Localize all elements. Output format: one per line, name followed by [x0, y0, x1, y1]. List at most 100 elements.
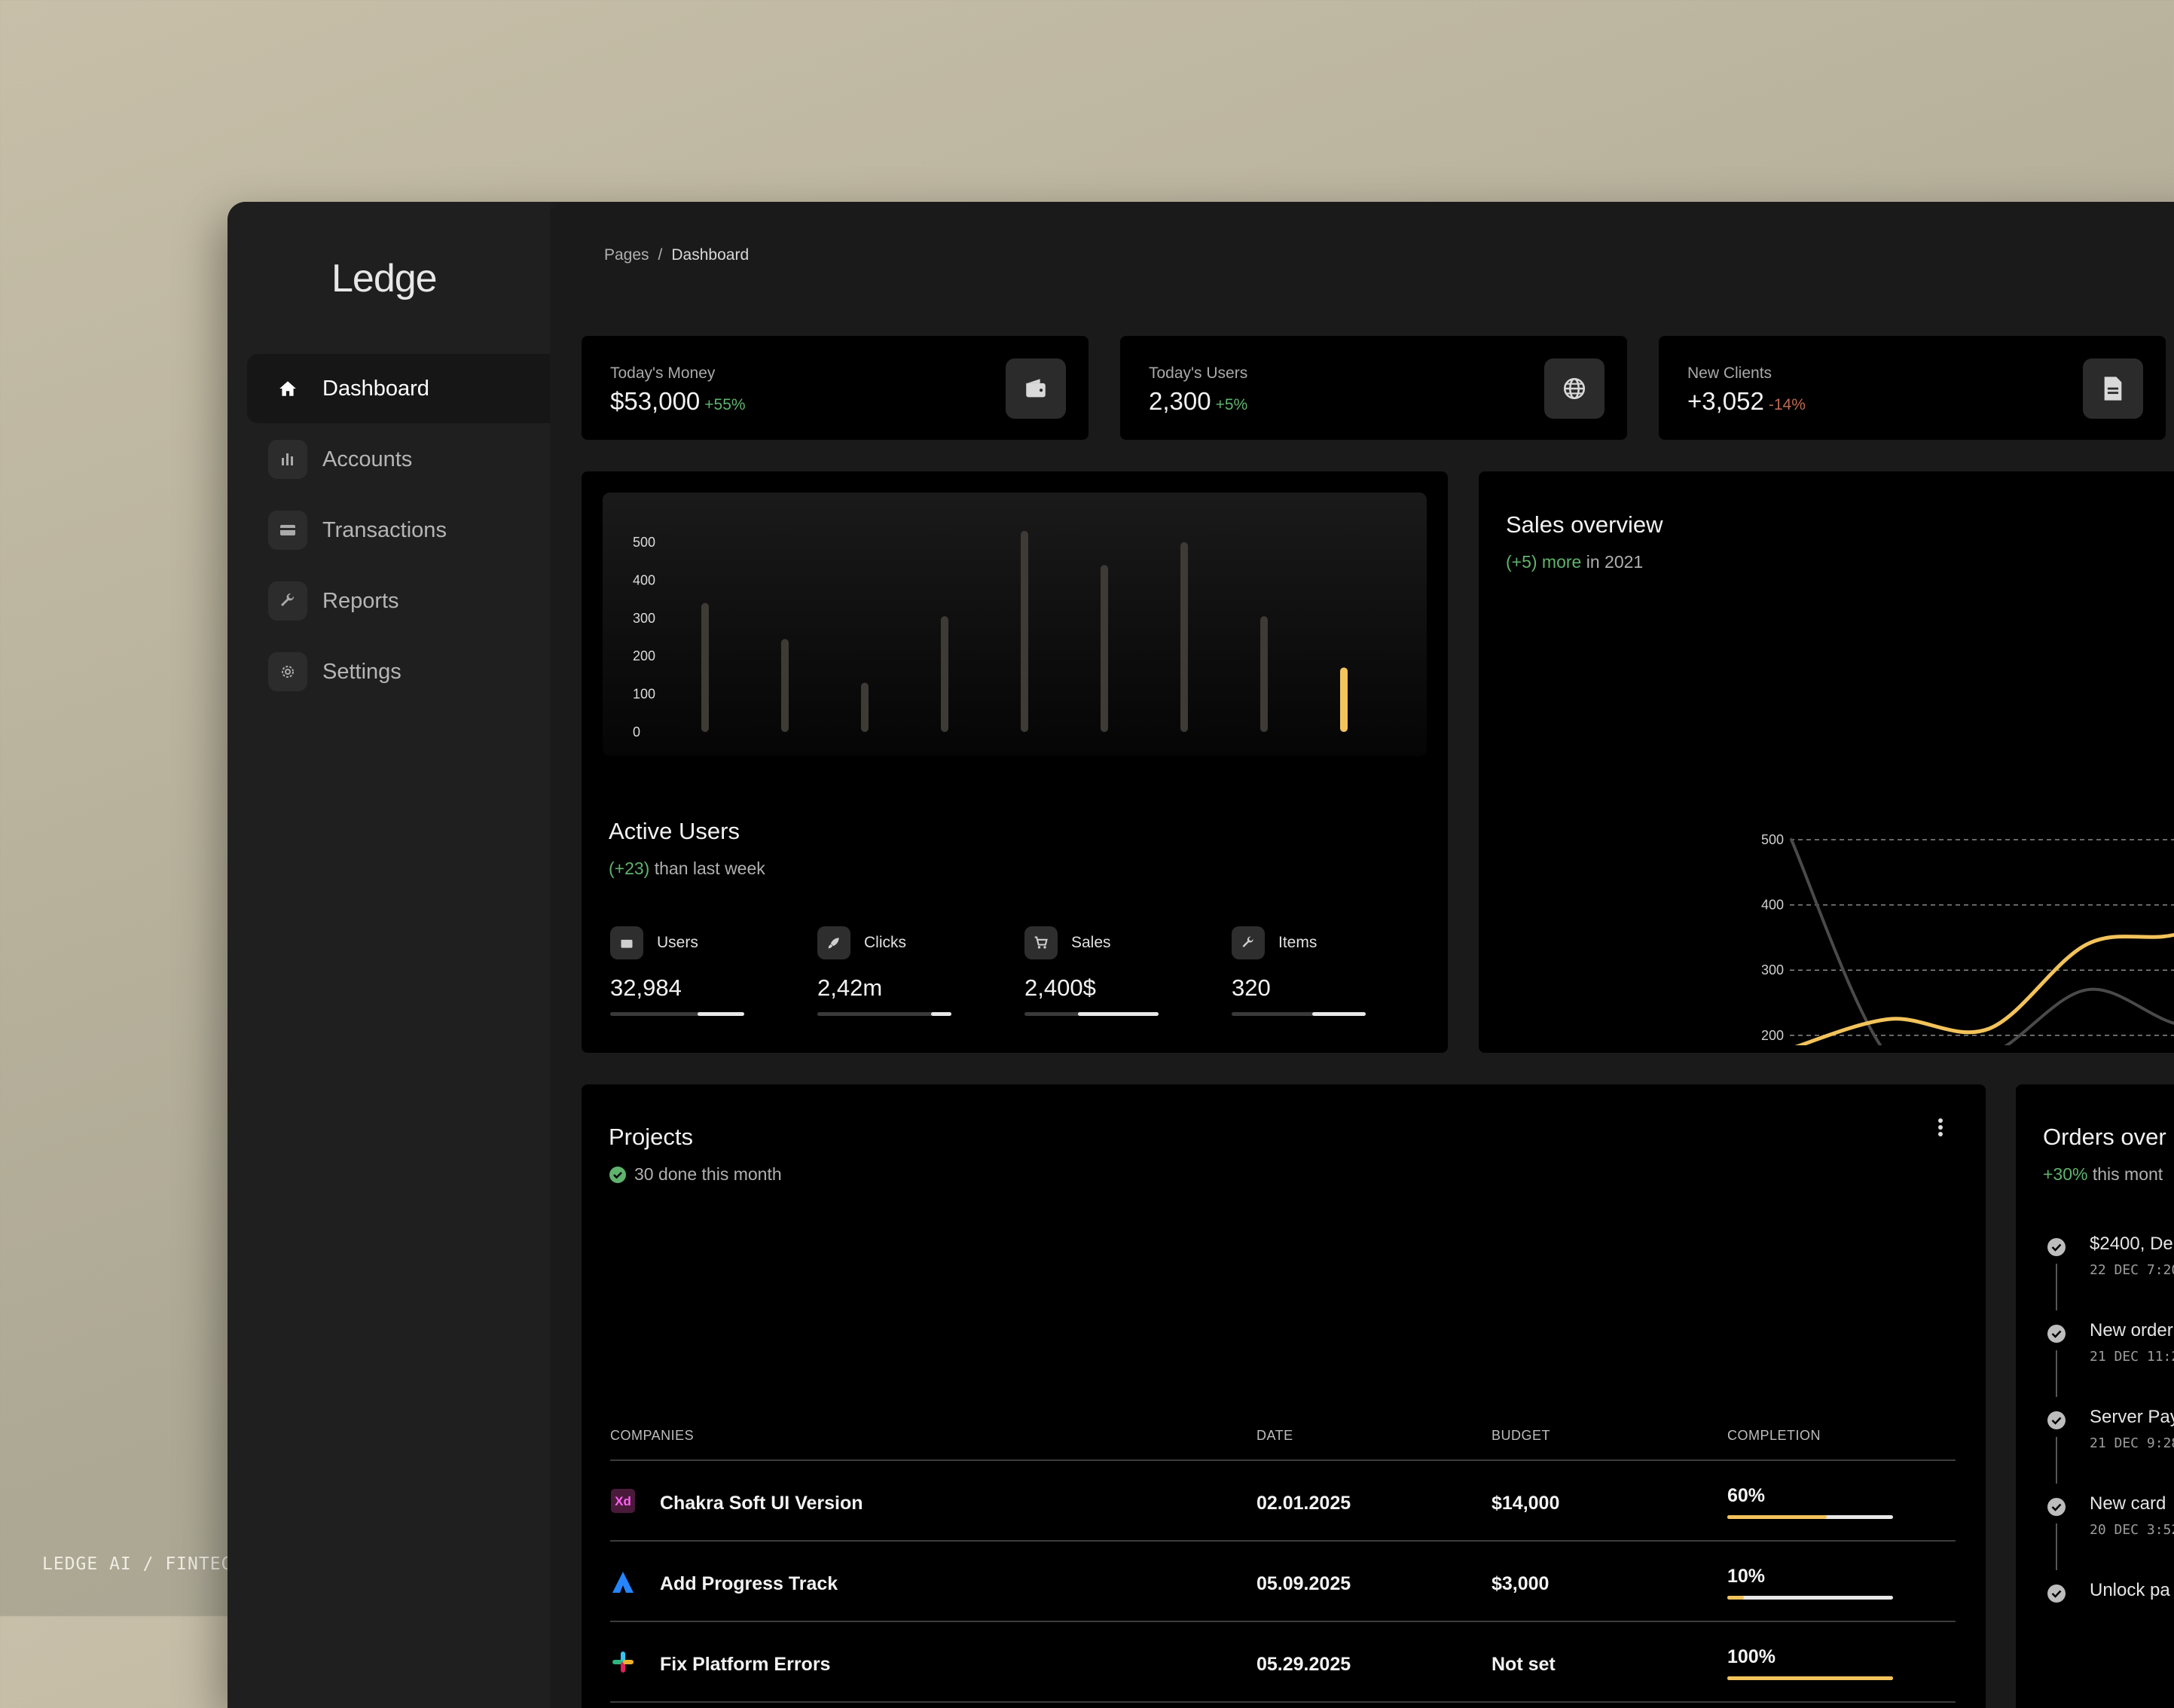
- bar-chart-icon: [268, 440, 307, 479]
- projects-subtitle: 30 done this month: [609, 1164, 782, 1185]
- home-icon: [268, 369, 307, 408]
- check-circle-icon: [2047, 1325, 2066, 1343]
- metric-items: Items 320: [1232, 926, 1367, 1016]
- check-circle-icon: [2047, 1498, 2066, 1516]
- bar: [781, 639, 789, 732]
- timeline-date: 21 DEC 9:28: [2090, 1435, 2174, 1451]
- metric-label: Clicks: [864, 934, 906, 951]
- timeline-connector: [2056, 1437, 2057, 1484]
- y-tick-label: 300: [1761, 962, 1784, 978]
- completion-value: 10%: [1727, 1566, 1766, 1587]
- column-header-date[interactable]: DATE: [1256, 1428, 1293, 1443]
- project-date: 05.29.2025: [1256, 1654, 1351, 1675]
- svg-text:Xd: Xd: [615, 1494, 631, 1508]
- company-name: Fix Platform Errors: [660, 1654, 831, 1675]
- column-header-budget[interactable]: BUDGET: [1492, 1428, 1551, 1443]
- sidebar-item-label: Accounts: [322, 447, 413, 471]
- progress-fill: [1727, 1676, 1893, 1680]
- progress-fill: [1727, 1596, 1744, 1600]
- series-line: [1790, 838, 2174, 1045]
- series-line: [1794, 932, 2174, 1045]
- project-budget: Not set: [1492, 1654, 1556, 1675]
- bar: [1340, 667, 1348, 732]
- stat-value: $53,000 +55%: [610, 387, 746, 415]
- project-date: 05.09.2025: [1256, 1573, 1351, 1594]
- sidebar-item-accounts[interactable]: Accounts: [247, 425, 550, 494]
- breadcrumb-current: Dashboard: [671, 246, 750, 264]
- xd-logo-icon: Xd: [610, 1488, 636, 1514]
- timeline-text: New card: [2090, 1493, 2166, 1514]
- timeline-connector: [2056, 1350, 2057, 1397]
- table-row[interactable]: Xd Chakra Soft UI Version 02.01.2025 $14,00…: [610, 1459, 1956, 1542]
- check-circle-icon: [2047, 1411, 2066, 1429]
- stat-card-clients: New Clients +3,052 -14%: [1659, 336, 2166, 440]
- slack-logo-icon: [610, 1649, 636, 1675]
- check-circle-icon: [609, 1166, 626, 1183]
- sidebar-item-dashboard[interactable]: Dashboard: [247, 354, 550, 423]
- app-logo: Ledge: [331, 257, 438, 300]
- completion-progress-bar: [1727, 1676, 1893, 1680]
- metric-value: 32,984: [610, 974, 682, 1001]
- table-row[interactable]: Fix Platform Errors 05.29.2025 Not set 100%: [610, 1621, 1956, 1703]
- breadcrumb-parent[interactable]: Pages: [604, 246, 649, 264]
- bar: [1260, 616, 1268, 732]
- sidebar-item-settings[interactable]: Settings: [247, 637, 550, 706]
- bar: [701, 602, 709, 732]
- y-tick-label: 400: [633, 572, 655, 587]
- check-circle-icon: [2047, 1584, 2066, 1603]
- timeline-text: Server Pay: [2090, 1407, 2174, 1427]
- credit-card-icon: [268, 511, 307, 550]
- project-date: 02.01.2025: [1256, 1493, 1351, 1514]
- sidebar-item-label: Settings: [322, 659, 402, 684]
- stat-label: Today's Users: [1149, 364, 1248, 382]
- sidebar: Ledge Dashboard Accounts Transactions Re…: [227, 202, 550, 1708]
- completion-value: 100%: [1727, 1646, 1776, 1667]
- app-window: Ledge Dashboard Accounts Transactions Re…: [227, 202, 2174, 1708]
- stat-change: +5%: [1215, 396, 1248, 413]
- company-name: Chakra Soft UI Version: [660, 1493, 863, 1514]
- y-tick-label: 500: [633, 535, 655, 550]
- column-header-completion[interactable]: COMPLETION: [1727, 1428, 1821, 1443]
- completion-progress-bar: [1727, 1515, 1893, 1519]
- bar: [1021, 530, 1028, 732]
- sidebar-item-reports[interactable]: Reports: [247, 566, 550, 636]
- sales-overview-card: [1479, 471, 2174, 1053]
- timeline-item[interactable]: Server Pay 21 DEC 9:28: [2090, 1407, 2174, 1451]
- y-tick-label: 100: [633, 687, 655, 702]
- active-users-title: Active Users: [609, 818, 740, 844]
- metric-clicks: Clicks 2,42m: [817, 926, 953, 1016]
- timeline-date: 21 DEC 11:2: [2090, 1349, 2174, 1365]
- timeline-item[interactable]: New card 20 DEC 3:52: [2090, 1493, 2174, 1538]
- metric-users: Users 32,984: [610, 926, 746, 1016]
- timeline-text: Unlock pa: [2090, 1580, 2170, 1600]
- table-row[interactable]: Launch our Mobile App06.01.2025$32,00010…: [610, 1701, 1956, 1708]
- metric-label: Users: [657, 934, 698, 951]
- globe-icon: [1544, 358, 1605, 419]
- timeline-date: 22 DEC 7:20: [2090, 1262, 2174, 1278]
- gear-icon: [268, 652, 307, 691]
- timeline-item[interactable]: New order 21 DEC 11:2: [2090, 1320, 2174, 1365]
- company-name: Add Progress Track: [660, 1573, 838, 1594]
- sales-overview-subtitle: (+5) more in 2021: [1506, 552, 1644, 572]
- cart-icon: [1024, 926, 1058, 959]
- column-header-companies[interactable]: COMPANIES: [610, 1428, 695, 1443]
- stat-value: 2,300 +5%: [1149, 387, 1248, 415]
- y-tick-label: 0: [633, 724, 640, 740]
- y-tick-label: 200: [633, 648, 655, 663]
- atlassian-logo-icon: [610, 1569, 636, 1594]
- timeline-item[interactable]: Unlock pa: [2090, 1580, 2170, 1601]
- timeline-item[interactable]: $2400, De 22 DEC 7:20: [2090, 1234, 2174, 1278]
- wallet-icon: [610, 926, 643, 959]
- sales-line-chart: 5004003002001000JanFebMarAprMayJunJul: [1761, 832, 2174, 1045]
- more-options-icon[interactable]: [1933, 1116, 1948, 1139]
- breadcrumb-separator: /: [658, 246, 663, 264]
- table-row[interactable]: Add Progress Track 05.09.2025 $3,000 10%: [610, 1540, 1956, 1622]
- y-tick-label: 300: [633, 611, 655, 626]
- timeline-text: New order: [2090, 1320, 2173, 1340]
- active-users-subtitle: (+23) than last week: [609, 859, 765, 878]
- metric-value: 2,400$: [1024, 974, 1096, 1001]
- document-icon: [2083, 358, 2143, 419]
- metric-value: 320: [1232, 974, 1271, 1001]
- sidebar-item-transactions[interactable]: Transactions: [247, 496, 550, 565]
- active-users-bar-chart: 500 400 300 200 100 0: [603, 493, 1427, 756]
